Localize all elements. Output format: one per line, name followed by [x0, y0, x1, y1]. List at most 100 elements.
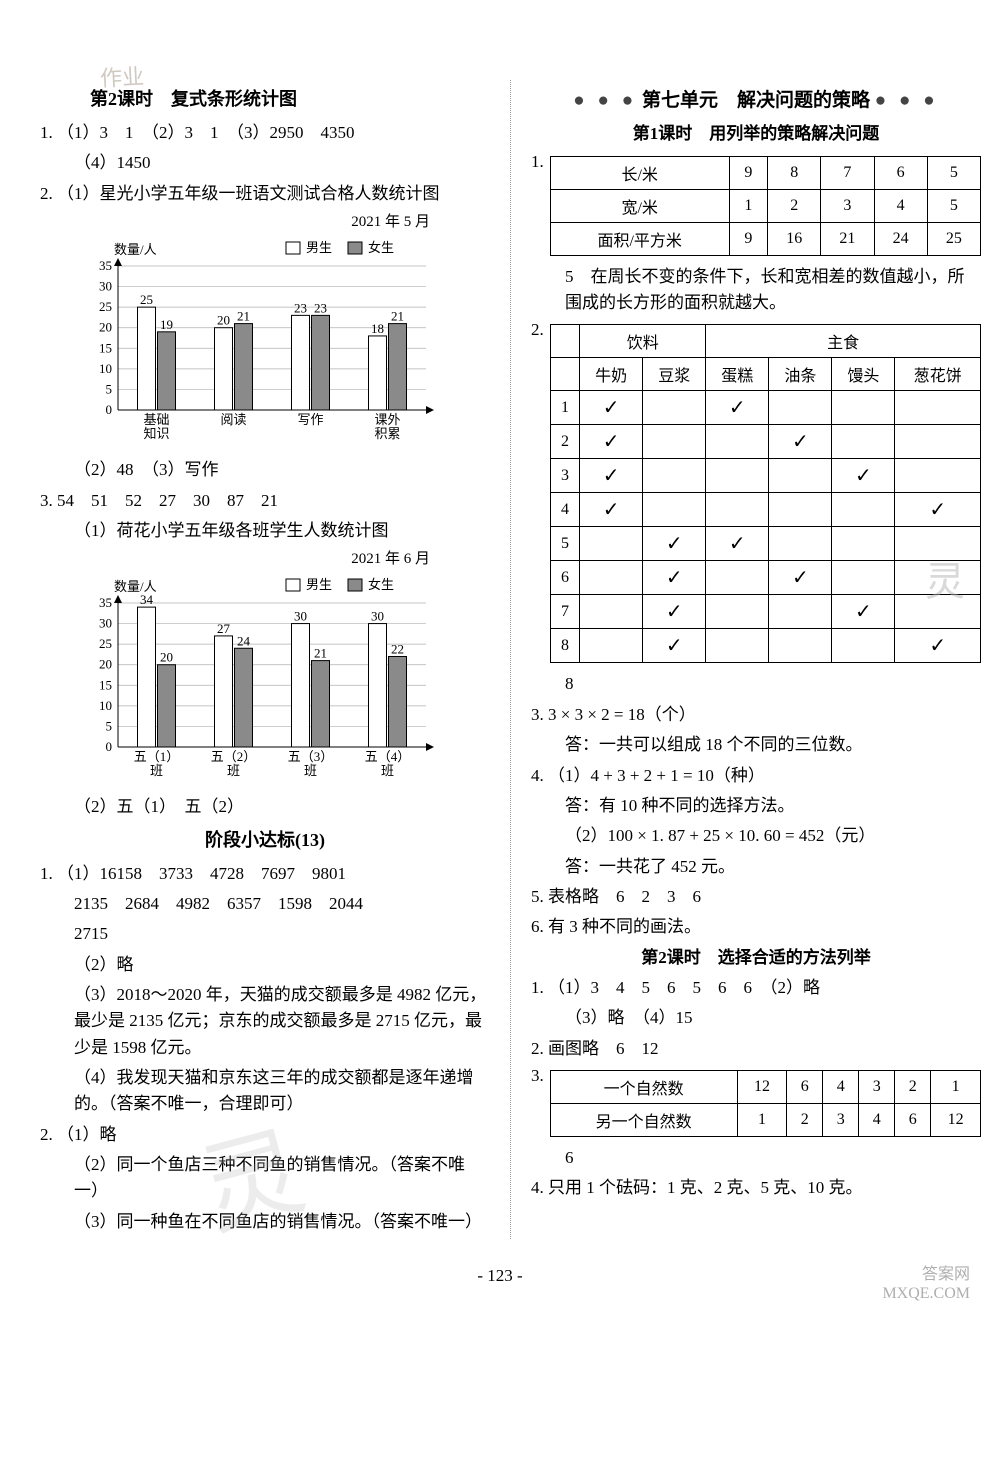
svg-text:班: 班: [150, 763, 163, 778]
r-b1b: （3）略 （4）15: [531, 1005, 981, 1031]
svg-text:知识: 知识: [143, 426, 169, 441]
svg-text:30: 30: [371, 609, 384, 624]
svg-text:0: 0: [106, 739, 113, 754]
svg-text:23: 23: [314, 301, 327, 316]
s1-l6: （4）我发现天猫和京东这三年的成交额都是逐年递增的。（答案不唯一，合理即可）: [40, 1065, 490, 1118]
q3-line2: （2）五（1） 五（2）: [40, 794, 490, 820]
q1-line2: （4）1450: [40, 150, 490, 176]
svg-text:五（3）: 五（3）: [288, 749, 334, 764]
svg-text:男生: 男生: [306, 577, 332, 592]
lesson2b-title: 第2课时 选择合适的方法列举: [531, 945, 981, 971]
r-q4c: （2）100 × 1. 87 + 25 × 10. 60 = 452（元）: [531, 823, 981, 849]
page-root: 作业 灵 灵 答案网 MXQE.COM 第2课时 复式条形统计图 1. （1）3…: [0, 0, 1000, 1334]
r-q2-after: 8: [531, 671, 981, 697]
r-q3: 3. 3 × 3 × 2 = 18（个）: [531, 702, 981, 728]
svg-text:班: 班: [304, 763, 317, 778]
svg-text:0: 0: [106, 402, 113, 417]
svg-text:30: 30: [99, 279, 112, 294]
svg-text:5: 5: [106, 719, 113, 734]
svg-text:30: 30: [99, 616, 112, 631]
svg-text:20: 20: [99, 657, 112, 672]
svg-text:5: 5: [106, 382, 113, 397]
svg-text:10: 10: [99, 698, 112, 713]
r-b4: 4. 只用 1 个砝码：1 克、2 克、5 克、10 克。: [531, 1175, 981, 1201]
r-b1a: 1. （1）3 4 5 6 5 6 6 （2）略: [531, 975, 981, 1001]
svg-text:22: 22: [391, 642, 404, 657]
watermark-top: 作业: [99, 59, 145, 93]
s2-l3: （3）同一种鱼在不同鱼店的销售情况。（答案不唯一）: [40, 1209, 490, 1235]
s1-l1: 1. （1）16158 3733 4728 7697 9801: [40, 861, 490, 887]
svg-text:35: 35: [99, 258, 112, 273]
r-b3-num: 3.: [531, 1066, 544, 1086]
r-q2-num: 2.: [531, 320, 544, 340]
stage-title: 阶段小达标(13): [40, 827, 490, 855]
svg-text:21: 21: [391, 309, 404, 324]
chart1-svg: 数量/人男生女生051015202530352519基础知识2021阅读2323…: [76, 238, 436, 448]
svg-text:21: 21: [237, 309, 250, 324]
s2-l1: 2. （1）略: [40, 1122, 490, 1148]
r-q1-num: 1.: [531, 152, 544, 172]
svg-text:25: 25: [99, 637, 112, 652]
s1-l3: 2715: [40, 921, 490, 947]
chart2-svg: 数量/人男生女生051015202530353420五（1）班2724五（2）班…: [76, 575, 436, 785]
q3-line1: （1）荷花小学五年级各班学生人数统计图: [40, 518, 490, 544]
svg-text:25: 25: [140, 292, 153, 307]
svg-text:21: 21: [314, 646, 327, 661]
svg-text:18: 18: [371, 321, 384, 336]
lesson1-title: 第1课时 用列举的策略解决问题: [531, 121, 981, 147]
svg-text:30: 30: [294, 609, 307, 624]
s1-l4: （2）略: [40, 952, 490, 978]
svg-text:班: 班: [227, 763, 240, 778]
svg-text:女生: 女生: [368, 240, 394, 255]
q2-date: 2021 年 5 月: [40, 211, 490, 234]
q1-line1: 1. （1）3 1 （2）3 1 （3）2950 4350: [40, 120, 490, 146]
r-b2: 2. 画图略 6 12: [531, 1036, 981, 1062]
q3-line0: 3. 54 51 52 27 30 87 21: [40, 488, 490, 514]
svg-text:课外: 课外: [374, 412, 400, 427]
svg-text:20: 20: [217, 313, 230, 328]
left-column: 第2课时 复式条形统计图 1. （1）3 1 （2）3 1 （3）2950 43…: [40, 80, 490, 1239]
s2-l2: （2）同一个鱼店三种不同鱼的销售情况。（答案不唯一）: [40, 1152, 490, 1205]
r-q4a: 4. （1）4 + 3 + 2 + 1 = 10（种）: [531, 763, 981, 789]
svg-text:阅读: 阅读: [220, 412, 246, 427]
svg-text:20: 20: [99, 320, 112, 335]
r-q4d: 答：一共花了 452 元。: [531, 854, 981, 880]
svg-text:女生: 女生: [368, 577, 394, 592]
svg-text:五（1）: 五（1）: [134, 749, 180, 764]
svg-text:积累: 积累: [374, 426, 400, 441]
svg-text:35: 35: [99, 595, 112, 610]
r-q6: 6. 有 3 种不同的画法。: [531, 914, 981, 940]
svg-text:基础: 基础: [143, 412, 169, 427]
svg-text:15: 15: [99, 340, 112, 355]
svg-text:27: 27: [217, 621, 231, 636]
q2-line1: 2. （1）星光小学五年级一班语文测试合格人数统计图: [40, 181, 490, 207]
page-number: - 123 -: [40, 1263, 960, 1289]
svg-text:写作: 写作: [297, 412, 323, 427]
svg-text:20: 20: [160, 650, 173, 665]
unit-title: ● ● ● 第七单元 解决问题的策略 ● ● ●: [531, 86, 981, 115]
chart2-container: 数量/人男生女生051015202530353420五（1）班2724五（2）班…: [76, 575, 490, 790]
r-b3-after: 6: [531, 1145, 981, 1171]
svg-text:五（4）: 五（4）: [365, 749, 411, 764]
footer-watermark: 答案网 MXQE.COM: [882, 1265, 970, 1303]
right-column: ● ● ● 第七单元 解决问题的策略 ● ● ● 第1课时 用列举的策略解决问题…: [531, 80, 981, 1239]
r-b3-table: 一个自然数1264321另一个自然数1234612: [550, 1070, 981, 1137]
q2-line2: （2）48 （3）写作: [40, 457, 490, 483]
q3-date: 2021 年 6 月: [40, 548, 490, 571]
svg-text:数量/人: 数量/人: [114, 242, 157, 257]
r-q4b: 答：有 10 种不同的选择方法。: [531, 793, 981, 819]
svg-text:10: 10: [99, 361, 112, 376]
svg-text:男生: 男生: [306, 240, 332, 255]
r-q5: 5. 表格略 6 2 3 6: [531, 884, 981, 910]
svg-text:34: 34: [140, 593, 154, 608]
svg-text:24: 24: [237, 634, 251, 649]
svg-text:25: 25: [99, 299, 112, 314]
svg-text:五（2）: 五（2）: [211, 749, 257, 764]
column-divider: [510, 80, 511, 1239]
svg-text:班: 班: [381, 763, 394, 778]
s1-l2: 2135 2684 4982 6357 1598 2044: [40, 891, 490, 917]
svg-text:15: 15: [99, 678, 112, 693]
watermark-side: 灵: [912, 560, 970, 620]
r-q1-after: 5 在周长不变的条件下，长和宽相差的数值越小，所围成的长方形的面积就越大。: [531, 264, 981, 317]
svg-text:23: 23: [294, 301, 307, 316]
